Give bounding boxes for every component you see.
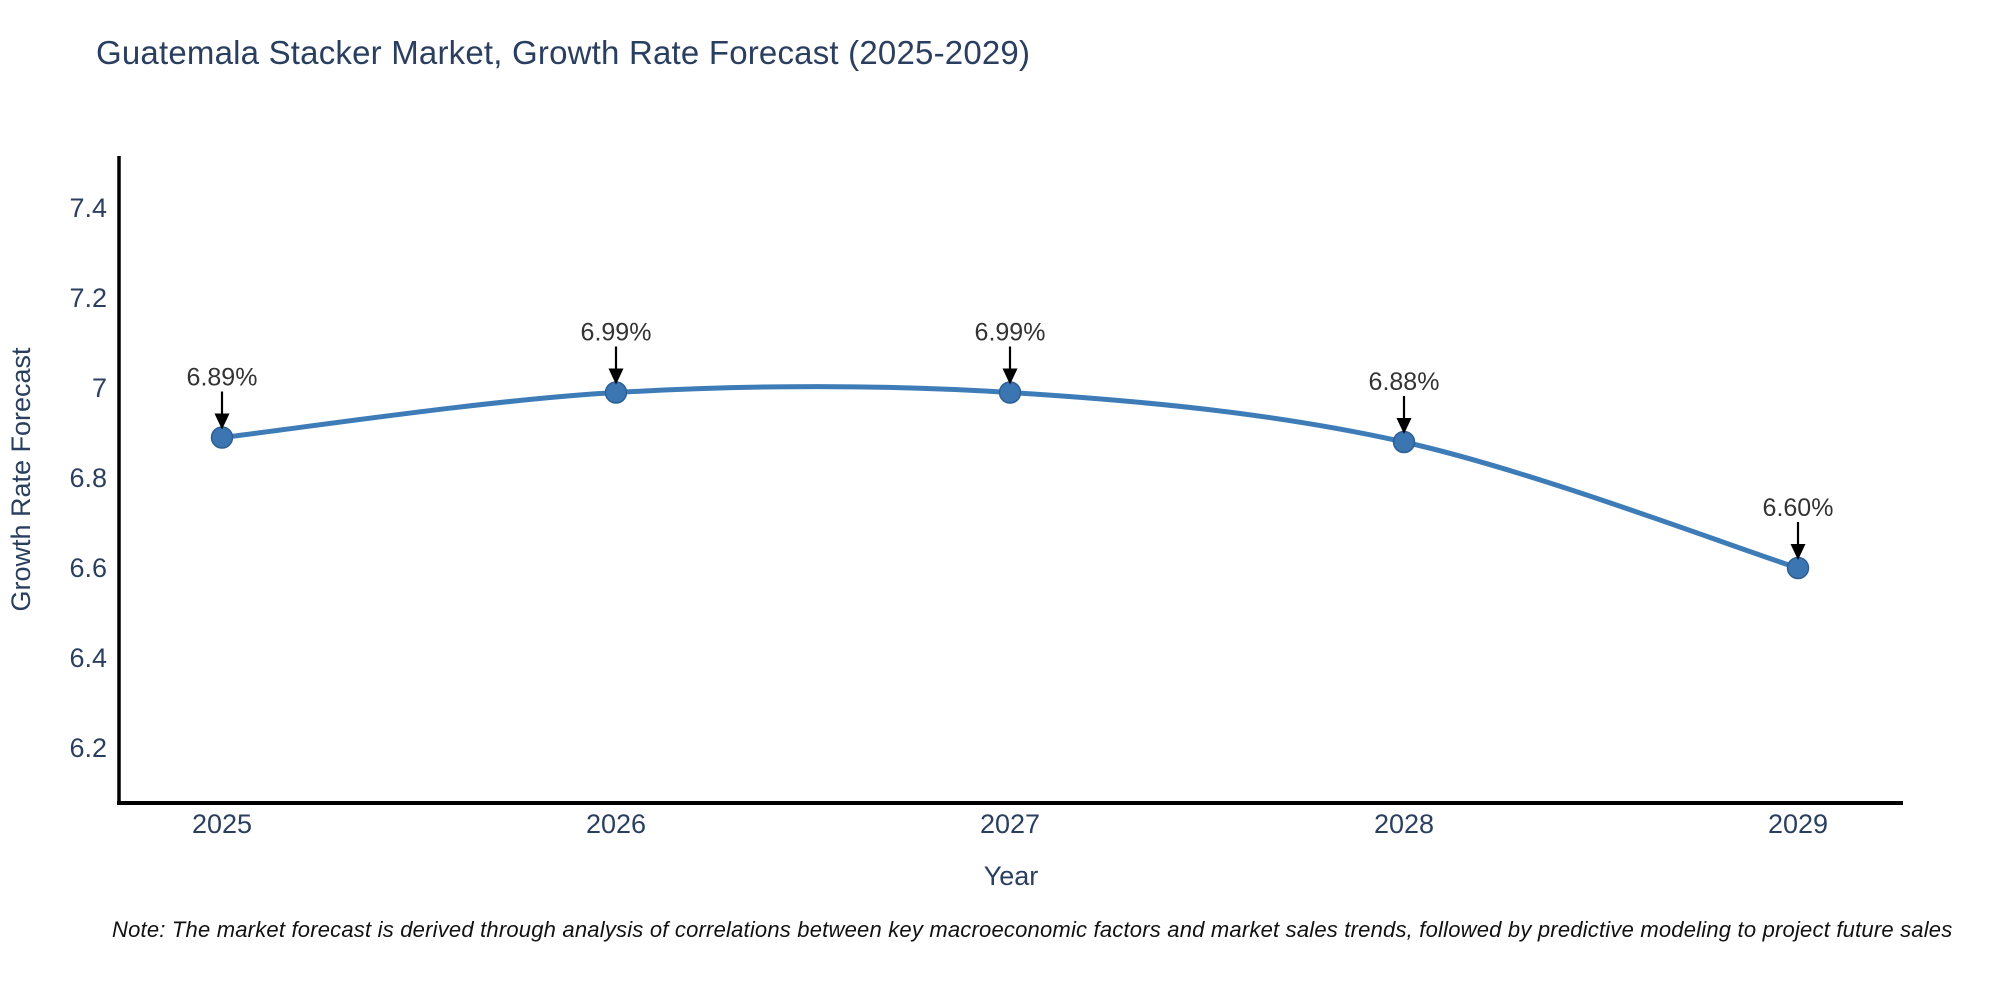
data-point-marker[interactable]: [998, 381, 1022, 404]
y-tick-label: 7: [92, 373, 107, 403]
data-point-label: 6.99%: [581, 319, 652, 347]
y-tick-label: 7.4: [69, 193, 107, 223]
chart-title: Guatemala Stacker Market, Growth Rate Fo…: [96, 34, 1031, 71]
y-tick-label: 6.4: [69, 643, 107, 673]
data-point-marker[interactable]: [210, 426, 234, 449]
y-tick-label: 6.2: [69, 733, 107, 763]
x-tick-label: 2025: [192, 809, 252, 839]
data-point-marker[interactable]: [1392, 430, 1416, 454]
annotation-arrow-head: [608, 368, 624, 385]
annotation-arrow-head: [1396, 418, 1412, 434]
y-axis-title: Growth Rate Forecast: [6, 347, 36, 612]
annotation-arrow-head: [214, 413, 230, 430]
x-tick-label: 2028: [1374, 809, 1434, 839]
annotation-arrow-head: [1002, 368, 1018, 385]
annotation-arrow-head: [1790, 544, 1806, 560]
data-point-label: 6.60%: [1763, 494, 1834, 522]
data-point-label: 6.99%: [975, 319, 1046, 347]
data-point-label: 6.88%: [1369, 368, 1440, 396]
y-tick-label: 6.6: [69, 553, 107, 583]
y-tick-label: 6.8: [69, 463, 107, 493]
y-tick-label: 7.2: [69, 283, 107, 313]
x-tick-label: 2026: [586, 809, 646, 839]
x-tick-label: 2027: [980, 809, 1040, 839]
data-point-marker[interactable]: [604, 381, 628, 404]
x-tick-label: 2029: [1768, 809, 1828, 839]
trend-line: [219, 384, 1801, 571]
footnote: Note: The market forecast is derived thr…: [112, 917, 1953, 942]
data-point-label: 6.89%: [187, 364, 258, 392]
x-axis-title: Year: [984, 861, 1039, 891]
data-point-marker[interactable]: [1786, 556, 1810, 580]
